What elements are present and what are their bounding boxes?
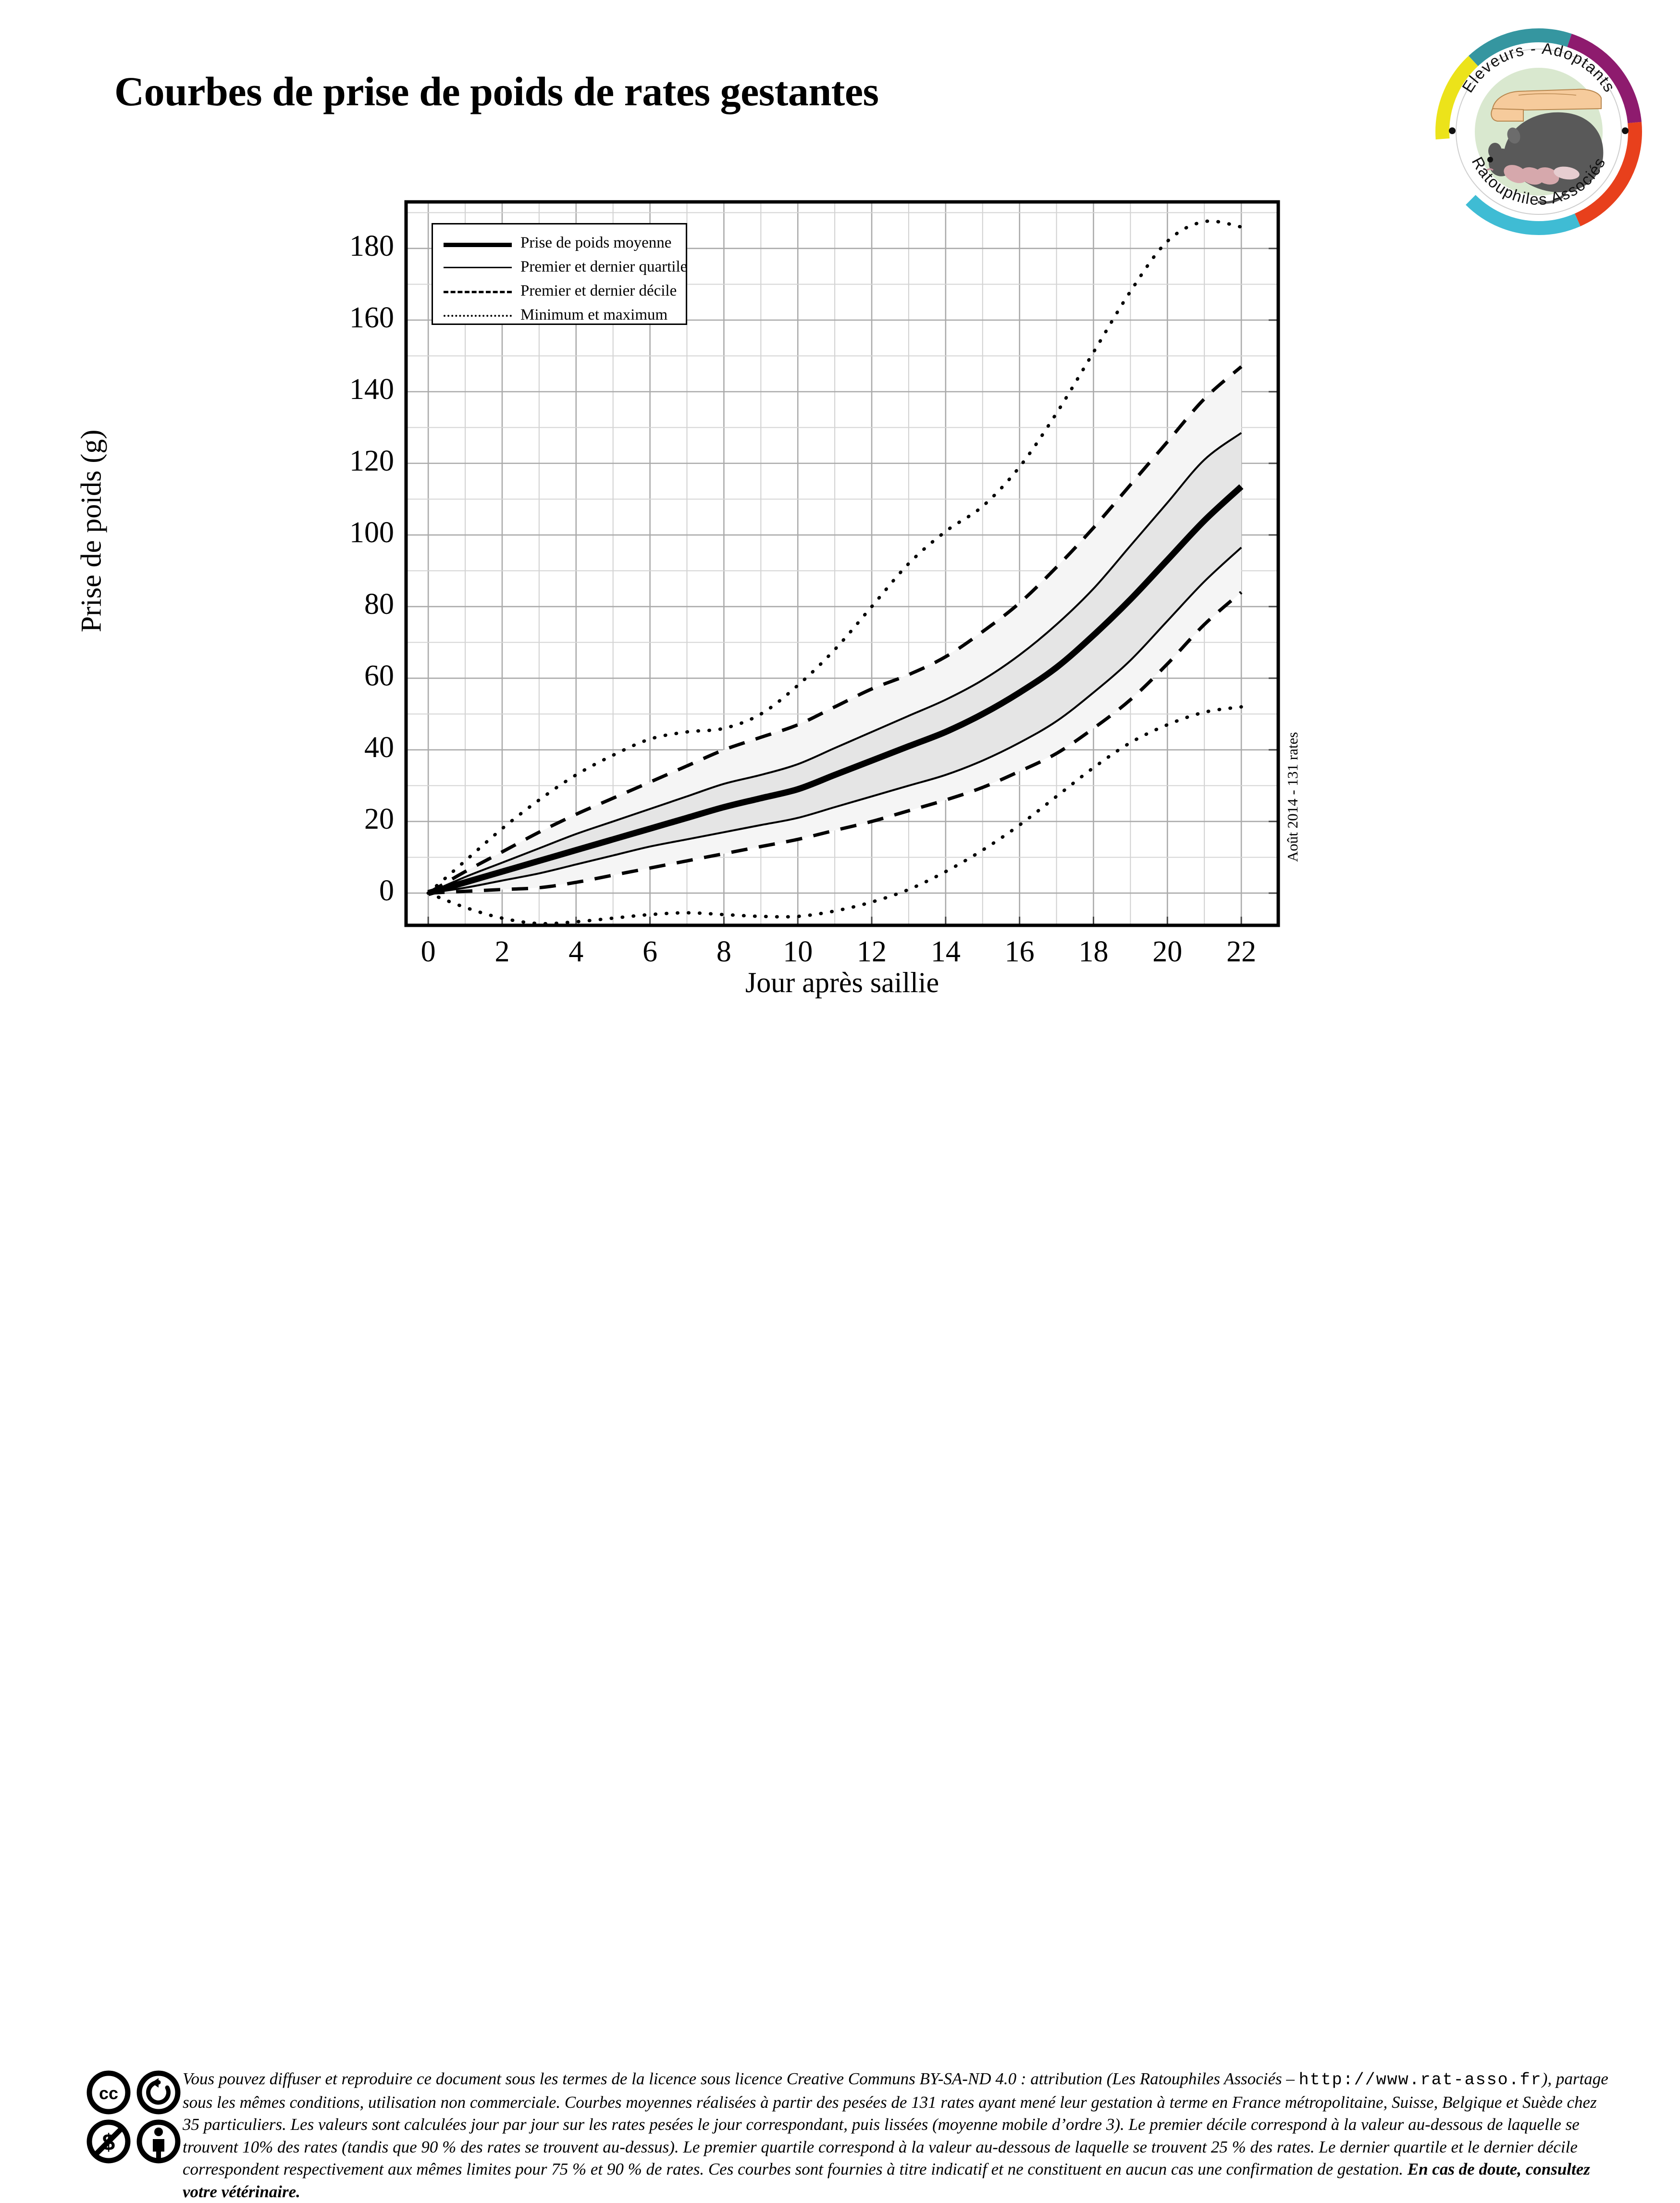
series-dernier-décile (427, 365, 1243, 895)
creative-commons-icons: cc $ (86, 2069, 185, 2166)
y-tick-label: 20 (364, 802, 394, 835)
chart-figure: 0 20 40 60 80 100 120 140 160 180 0 2 4 6 8 10 12 14 16 18… (0, 0, 1680, 1009)
legend-label-decile: Premier et dernier décile (520, 282, 677, 299)
y-tick-label: 40 (364, 731, 394, 764)
chart-series (426, 219, 1244, 926)
y-tick-label: 140 (349, 373, 394, 406)
x-tick-label: 18 (1078, 935, 1109, 968)
x-axis-ticklabels: 0 2 4 6 8 10 12 14 16 18 20 22 (0, 0, 1680, 990)
legend-swatch-dotted (444, 310, 512, 320)
logo-svg: Eleveurs - Adoptants Ratouphiles Associé… (1435, 28, 1642, 235)
logo-ring (1435, 28, 1642, 235)
series-premier-quartile (428, 547, 1242, 894)
license-text-part1: Vous pouvez diffuser et reproduire ce do… (183, 2069, 1299, 2088)
cc-icon: cc (86, 2070, 131, 2115)
legend-item-mean: Prise de poids moyenne (433, 232, 686, 253)
series-premier-décile (428, 591, 1243, 895)
y-tick-label: 80 (364, 587, 394, 621)
x-tick-label: 0 (420, 935, 436, 968)
legend-label-mean: Prise de poids moyenne (520, 234, 672, 251)
x-axis-title: Jour après saillie (745, 967, 939, 998)
legend-label-quartile: Premier et dernier quartile (520, 258, 688, 275)
series-minimum (426, 705, 1243, 926)
y-axis-title: Prise de poids (g) (75, 429, 107, 633)
share-alike-icon (136, 2070, 181, 2115)
license-url: http://www.rat-asso.fr (1298, 2070, 1542, 2090)
legend-label-minmax: Minimum et maximum (520, 306, 668, 324)
x-tick-label: 20 (1152, 935, 1183, 968)
non-commercial-icon: $ (86, 2119, 131, 2164)
x-tick-label: 2 (494, 935, 510, 968)
legend-swatch-dashed (444, 286, 512, 296)
y-tick-label: 160 (349, 301, 394, 334)
interquartile-band (428, 433, 1242, 893)
x-tick-label: 14 (930, 935, 961, 968)
chart-legend: Prise de poids moyenne Premier et dernie… (432, 223, 687, 325)
x-tick-label: 6 (642, 935, 658, 968)
legend-item-minmax: Minimum et maximum (433, 304, 686, 325)
hand-icon (1491, 88, 1602, 122)
y-tick-label: 180 (349, 229, 394, 262)
x-tick-label: 12 (857, 935, 887, 968)
page-title: Courbes de prise de poids de rates gesta… (114, 68, 879, 114)
license-text: Vous pouvez diffuser et reproduire ce do… (183, 2068, 1615, 2203)
legend-item-decile: Premier et dernier décile (433, 280, 686, 301)
y-tick-label: 120 (349, 444, 394, 477)
x-tick-label: 22 (1226, 935, 1257, 968)
svg-text:cc: cc (99, 2083, 118, 2103)
x-tick-label: 10 (783, 935, 813, 968)
attribution-icon (136, 2119, 181, 2164)
y-tick-label: 60 (364, 659, 394, 692)
series-maximum (426, 219, 1243, 895)
y-axis-ticklabels: 0 20 40 60 80 100 120 140 160 180 (293, 0, 394, 961)
legend-item-quartile: Premier et dernier quartile (433, 256, 688, 277)
series-dernier-quartile (428, 432, 1242, 894)
legend-swatch-solid-thin (444, 261, 512, 272)
association-logo: Eleveurs - Adoptants Ratouphiles Associé… (1422, 7, 1653, 247)
y-tick-label: 100 (349, 516, 394, 549)
x-tick-label: 4 (568, 935, 584, 968)
rat-pups-icon (1504, 165, 1580, 185)
x-tick-label: 8 (716, 935, 731, 968)
x-tick-label: 16 (1004, 935, 1035, 968)
footer: cc $ Vous pouvez diffuser et reprod (0, 1033, 1680, 2201)
legend-swatch-solid-thick (444, 237, 512, 248)
y-tick-label: 0 (379, 874, 394, 907)
chart-axes (404, 200, 1280, 927)
growth-curves-chart (404, 200, 1280, 927)
chart-side-note: Août 2014 - 131 rates (1284, 732, 1301, 862)
series-prise-de-poids-moyenne (427, 484, 1244, 896)
